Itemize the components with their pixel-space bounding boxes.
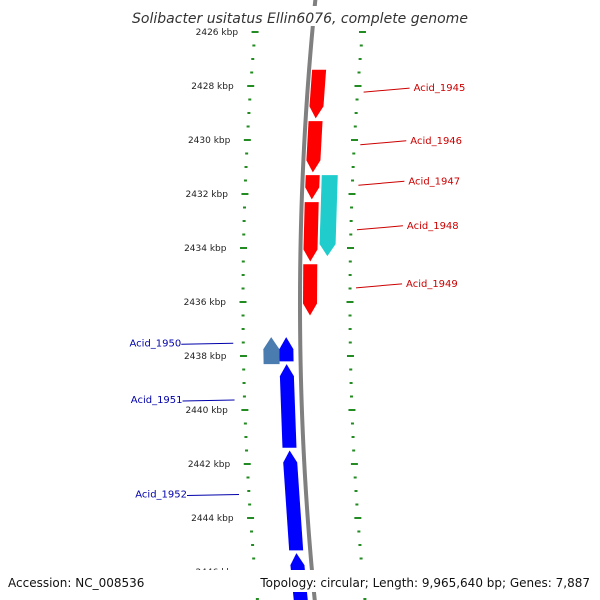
gene-arrow xyxy=(303,202,319,262)
tick-label: 2432 kbp xyxy=(186,190,229,200)
gene-arrow xyxy=(306,121,323,173)
footer-background xyxy=(0,570,600,592)
tick-label: 2440 kbp xyxy=(185,406,228,416)
tick-label: 2426 kbp xyxy=(196,28,239,38)
gene-leader-line xyxy=(358,180,405,186)
gene-arrow xyxy=(309,69,327,119)
title-background xyxy=(125,6,475,26)
genome-backbone xyxy=(298,0,318,600)
rna-feature xyxy=(319,175,338,257)
gene-arrow xyxy=(303,264,318,316)
gene-leader-line xyxy=(363,87,410,93)
gene-leader-line xyxy=(186,493,240,496)
gene-label: Acid_1947 xyxy=(408,176,460,187)
tick-layer: 2426 kbp 2428 kbp 2430 kbp 2432 kbp 2434 kbp… xyxy=(184,17,367,600)
tick-label: 2444 kbp xyxy=(191,514,234,524)
gene-label: Acid_1950 xyxy=(130,338,182,349)
gene-leader-line xyxy=(360,140,407,146)
gene-leader-line xyxy=(356,225,403,231)
gene-label: Acid_1949 xyxy=(406,279,458,290)
gene-arrow xyxy=(279,337,294,362)
backbone-layer xyxy=(298,0,318,600)
rna-feature xyxy=(263,337,280,365)
tick-label: 2442 kbp xyxy=(188,460,231,470)
tick-label: 2428 kbp xyxy=(191,82,234,92)
gene-leader-line xyxy=(182,399,235,402)
gene-label: Acid_1948 xyxy=(407,221,459,232)
accession-text: Accession: NC_008536 xyxy=(8,576,144,590)
map-title: Solibacter usitatus Ellin6076, complete … xyxy=(132,11,468,27)
tick-label: 2438 kbp xyxy=(184,352,227,362)
gene-arrow xyxy=(305,175,320,200)
gene-leader-line xyxy=(356,283,403,289)
topology-text: Topology: circular; Length: 9,965,640 bp… xyxy=(259,576,590,590)
tick-label: 2436 kbp xyxy=(184,298,227,308)
gene-arrow xyxy=(279,364,297,448)
gene-label: Acid_1951 xyxy=(131,395,183,406)
gene-label: Acid_1945 xyxy=(414,83,466,94)
gene-label: Acid_1946 xyxy=(410,136,462,147)
gene-label: Acid_1952 xyxy=(135,489,187,500)
tick-label: 2430 kbp xyxy=(188,136,231,146)
tick-label: 2434 kbp xyxy=(184,244,227,254)
genes-layer xyxy=(263,69,338,600)
gene-arrow xyxy=(283,450,304,551)
gene-leader-line xyxy=(181,342,234,345)
